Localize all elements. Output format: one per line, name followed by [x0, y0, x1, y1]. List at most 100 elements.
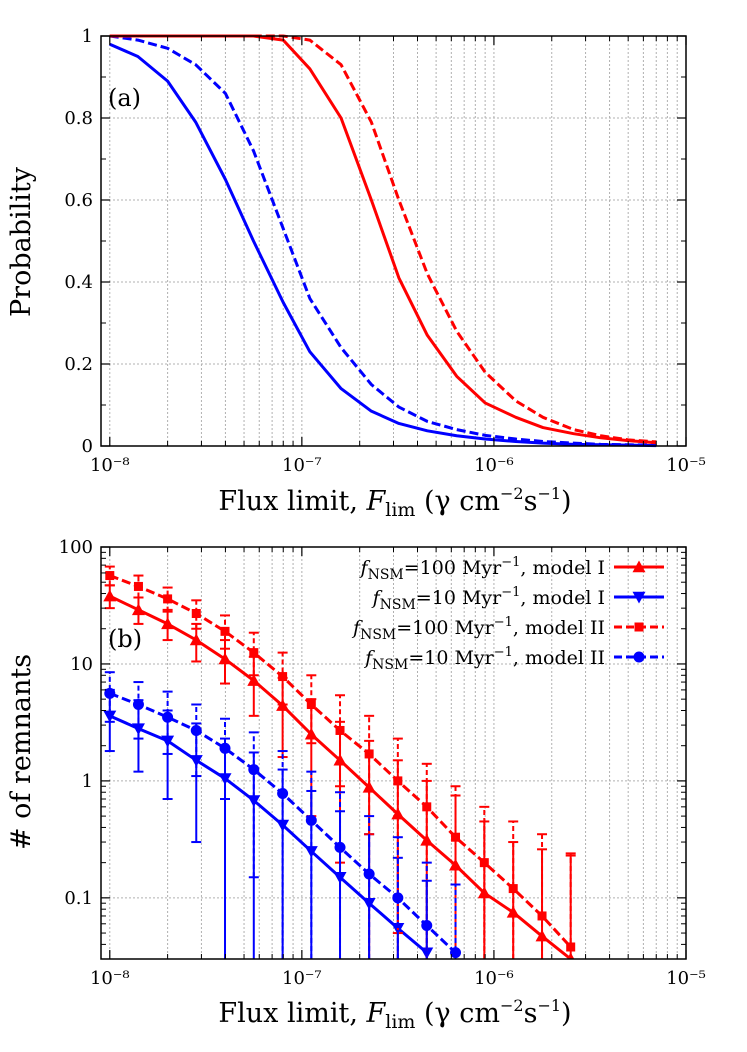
xlabel-b-var: F: [366, 998, 387, 1029]
data-point: [420, 947, 434, 959]
series-line-a-2: [109, 34, 657, 447]
data-point: [248, 764, 260, 776]
data-point: [190, 724, 202, 736]
panel-label-b: (b): [108, 625, 142, 653]
legend-label-2: fNSM=10 Myr−1, model I: [371, 585, 605, 613]
data-point: [392, 892, 404, 904]
legend-2-sub: NSM: [380, 597, 416, 613]
data-point: [132, 699, 144, 711]
legend-3-suffix: , model II: [513, 617, 605, 639]
ylabel-a: Probability: [6, 166, 37, 317]
data-point: [535, 929, 549, 942]
data-point: [393, 776, 403, 786]
xlabel-a-main: Flux limit,: [218, 486, 366, 517]
data-point: [362, 898, 376, 910]
xlabel-a-close: ): [561, 486, 572, 517]
legend-keys: [614, 560, 664, 663]
ylabel-b: # of remnants: [6, 654, 37, 850]
xlabel-b-open: (γ cm: [415, 998, 500, 1029]
ticks-b: 10⁻⁸ 10⁻⁷ 10⁻⁶ 10⁻⁵ 0.1 1 10 100: [59, 537, 706, 989]
xlabel-a: Flux limit, Flim (γ cm−2s−1): [218, 484, 571, 521]
xlabel-b-close: ): [561, 998, 572, 1029]
xlabel-b-exp2: −1: [537, 996, 561, 1015]
legend: fNSM=100 Myr−1, model I fNSM=10 Myr−1, m…: [351, 555, 664, 673]
series-a: [109, 34, 657, 448]
legend-4-mid: =10 Myr: [408, 647, 494, 669]
x-tick-label: 10⁻⁶: [474, 455, 514, 476]
legend-4-suffix: , model II: [513, 647, 605, 669]
data-point: [104, 687, 116, 699]
data-point: [566, 942, 576, 952]
legend-2-mid: =10 Myr: [416, 587, 502, 609]
y-tick-label: 1: [82, 771, 93, 792]
data-point: [508, 884, 518, 894]
xlabel-a-mid: s: [524, 486, 538, 517]
legend-3-mid: =100 Myr: [396, 617, 494, 639]
series-b-2: [103, 688, 434, 959]
data-point: [305, 814, 317, 826]
x-tick-label: 10⁻⁶: [474, 968, 514, 989]
legend-key-marker-3: [634, 622, 644, 632]
legend-2-suffix: , model I: [520, 587, 605, 609]
legend-label-4: fNSM=10 Myr−1, model II: [363, 645, 605, 673]
y-tick-label: 0.8: [64, 108, 93, 129]
data-point: [334, 841, 346, 853]
panel-b: 10⁻⁸ 10⁻⁷ 10⁻⁶ 10⁻⁵ 0.1 1 10 100 (b) # of remna…: [6, 537, 706, 1033]
series-line-a-3: [109, 34, 657, 445]
y-tick-label: 100: [59, 537, 93, 558]
legend-4-prefix: f: [363, 647, 375, 669]
data-point: [219, 742, 231, 754]
data-point: [363, 868, 375, 880]
data-point: [506, 905, 520, 918]
xlabel-a-var: F: [366, 486, 387, 517]
xlabel-b-mid: s: [524, 998, 538, 1029]
data-point: [451, 832, 461, 842]
x-tick-label: 10⁻⁸: [90, 968, 130, 989]
x-tick-label: 10⁻⁷: [282, 455, 322, 476]
data-point: [362, 780, 376, 793]
series-b: [103, 565, 576, 959]
legend-4-sup: −1: [494, 645, 513, 660]
series-line-b-2: [109, 714, 428, 954]
panel-label-a: (a): [108, 84, 141, 112]
y-tick-label: 0.6: [64, 190, 93, 211]
data-point: [450, 947, 462, 959]
y-tick-label: 0: [82, 436, 93, 457]
legend-1-prefix: f: [359, 557, 371, 579]
legend-2-prefix: f: [371, 587, 383, 609]
data-point: [163, 594, 173, 604]
legend-3-sub: NSM: [360, 627, 396, 643]
data-point: [162, 711, 174, 723]
y-tick-label: 0.4: [64, 272, 93, 293]
data-point: [220, 626, 230, 636]
series-b-3: [104, 565, 576, 959]
series-line-a-4: [109, 34, 657, 444]
data-point: [103, 589, 117, 602]
legend-3-prefix: f: [351, 617, 363, 639]
y-tick-label: 10: [70, 654, 93, 675]
data-point: [189, 755, 203, 767]
data-point: [420, 833, 434, 846]
data-point: [105, 571, 115, 581]
ticks-a: 10⁻⁸ 10⁻⁷ 10⁻⁶ 10⁻⁵ 0 0.2 0.4 0.6 0.8 1: [64, 26, 705, 476]
xlabel-a-open: (γ cm: [415, 486, 500, 517]
xlabel-a-exp1: −2: [500, 484, 524, 503]
xlabel-b-exp1: −2: [500, 996, 524, 1015]
legend-1-suffix: , model I: [520, 557, 605, 579]
data-point: [421, 920, 433, 932]
data-point: [161, 617, 175, 630]
x-tick-label: 10⁻⁵: [666, 455, 706, 476]
data-point: [537, 911, 547, 921]
legend-key-marker-4: [633, 651, 645, 663]
data-point: [278, 672, 288, 682]
data-point: [189, 633, 203, 646]
data-point: [131, 603, 145, 616]
data-point: [335, 725, 345, 735]
data-point: [218, 652, 232, 665]
grid-a: [101, 35, 687, 447]
y-tick-label: 0.1: [64, 888, 93, 909]
data-point: [277, 788, 289, 800]
legend-2-sup: −1: [501, 585, 520, 600]
data-point: [391, 807, 405, 820]
